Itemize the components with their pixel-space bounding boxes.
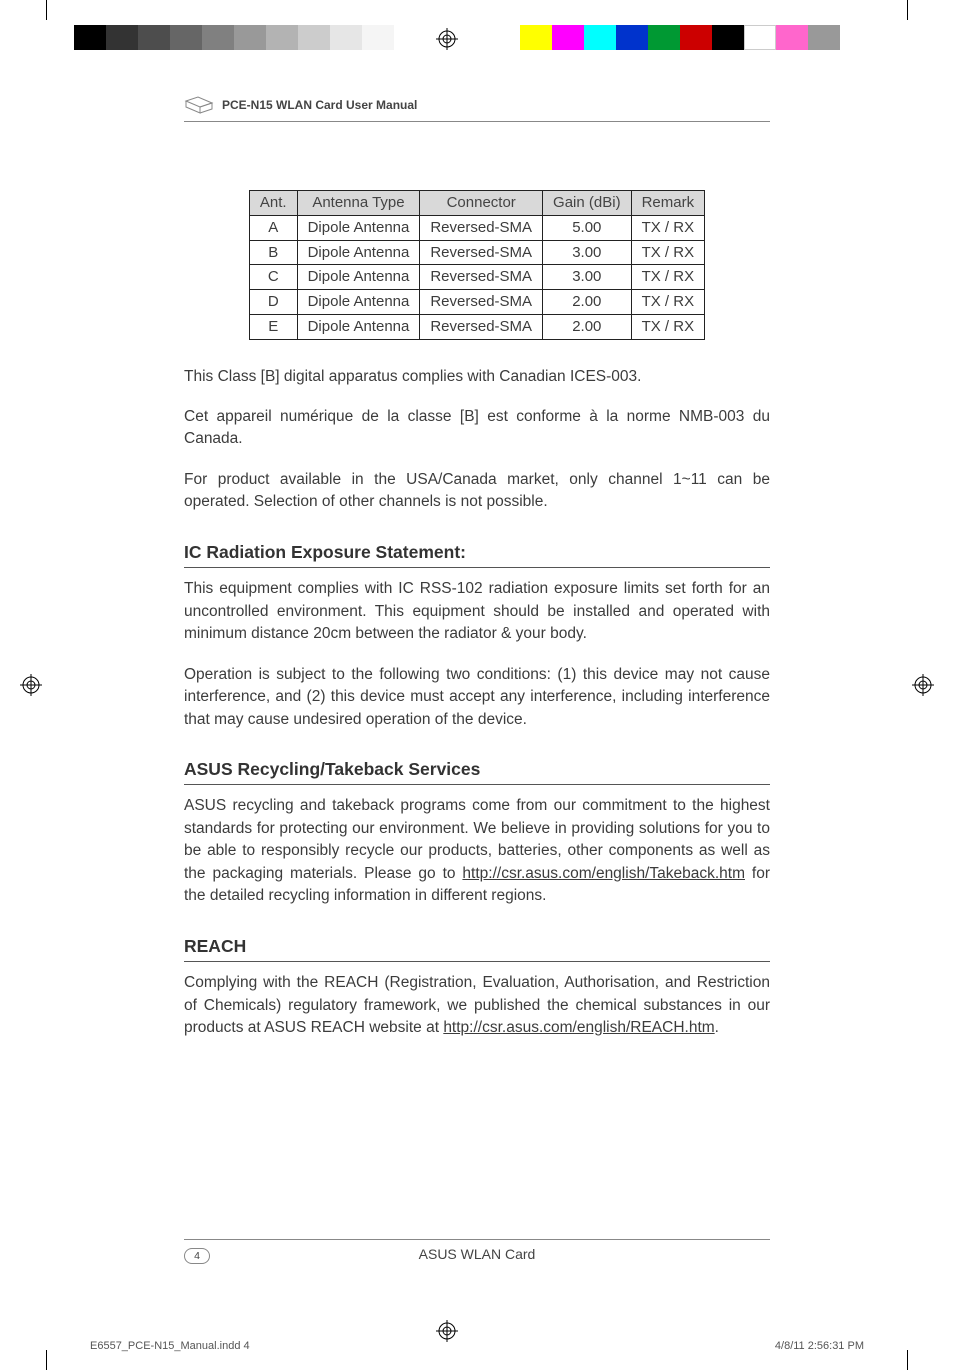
color-swatch [106,25,138,50]
table-cell: D [249,290,297,315]
para-ic-1: This equipment complies with IC RSS-102 … [184,578,770,645]
colorbar-process [520,25,840,50]
header-title: PCE-N15 WLAN Card User Manual [222,98,417,112]
table-row: DDipole AntennaReversed-SMA2.00TX / RX [249,290,704,315]
color-swatch [584,25,616,50]
para-channels: For product available in the USA/Canada … [184,469,770,514]
crop-mark [46,1350,47,1370]
registration-mark [912,674,934,696]
table-header-cell: Ant. [249,191,297,216]
table-cell: Dipole Antenna [297,215,420,240]
table-cell: Dipole Antenna [297,265,420,290]
table-cell: B [249,240,297,265]
table-cell: 2.00 [543,314,632,339]
crop-mark [46,0,47,20]
table-cell: Reversed-SMA [420,290,543,315]
table-cell: TX / RX [631,290,705,315]
registration-mark [436,1320,458,1342]
link-takeback[interactable]: http://csr.asus.com/english/Takeback.htm [462,865,745,882]
color-swatch [616,25,648,50]
table-cell: 3.00 [543,265,632,290]
colorbar-grayscale [74,25,394,50]
color-swatch [648,25,680,50]
color-swatch [234,25,266,50]
heading-reach: REACH [184,934,770,962]
color-swatch [266,25,298,50]
table-cell: Reversed-SMA [420,314,543,339]
antenna-table: Ant.Antenna TypeConnectorGain (dBi)Remar… [249,190,705,340]
color-swatch [776,25,808,50]
table-cell: TX / RX [631,265,705,290]
content-area: Ant.Antenna TypeConnectorGain (dBi)Remar… [184,190,770,1058]
color-swatch [520,25,552,50]
table-cell: Dipole Antenna [297,240,420,265]
para-reach: Complying with the REACH (Registration, … [184,972,770,1039]
table-cell: TX / RX [631,240,705,265]
crop-mark [907,1350,908,1370]
table-header-cell: Gain (dBi) [543,191,632,216]
table-cell: A [249,215,297,240]
color-swatch [744,25,776,50]
slug-filename: E6557_PCE-N15_Manual.indd 4 [90,1340,250,1352]
table-row: CDipole AntennaReversed-SMA3.00TX / RX [249,265,704,290]
table-row: EDipole AntennaReversed-SMA2.00TX / RX [249,314,704,339]
table-header-cell: Remark [631,191,705,216]
table-cell: E [249,314,297,339]
reach-text-post: . [715,1019,719,1036]
link-reach[interactable]: http://csr.asus.com/english/REACH.htm [443,1019,714,1036]
wlan-card-icon [184,95,214,115]
footer-text: ASUS WLAN Card [184,1239,770,1262]
table-row: BDipole AntennaReversed-SMA3.00TX / RX [249,240,704,265]
table-cell: TX / RX [631,314,705,339]
table-cell: C [249,265,297,290]
heading-ic: IC Radiation Exposure Statement: [184,540,770,568]
color-swatch [330,25,362,50]
color-swatch [74,25,106,50]
color-swatch [202,25,234,50]
table-header-cell: Connector [420,191,543,216]
heading-recycling: ASUS Recycling/Takeback Services [184,757,770,785]
table-cell: Reversed-SMA [420,265,543,290]
table-cell: Dipole Antenna [297,314,420,339]
registration-mark [436,28,458,50]
color-swatch [680,25,712,50]
crop-mark [907,0,908,20]
page-header: PCE-N15 WLAN Card User Manual [184,95,770,122]
table-cell: TX / RX [631,215,705,240]
color-swatch [138,25,170,50]
color-swatch [552,25,584,50]
table-cell: 5.00 [543,215,632,240]
color-swatch [808,25,840,50]
color-swatch [712,25,744,50]
page-body: PCE-N15 WLAN Card User Manual Ant.Antenn… [46,80,908,1290]
table-cell: Dipole Antenna [297,290,420,315]
table-header-cell: Antenna Type [297,191,420,216]
color-swatch [170,25,202,50]
color-swatch [362,25,394,50]
table-cell: Reversed-SMA [420,240,543,265]
table-row: ADipole AntennaReversed-SMA5.00TX / RX [249,215,704,240]
para-nmb: Cet appareil numérique de la classe [B] … [184,406,770,451]
table-cell: Reversed-SMA [420,215,543,240]
para-ices: This Class [B] digital apparatus complie… [184,366,770,388]
print-slug: E6557_PCE-N15_Manual.indd 4 4/8/11 2:56:… [90,1340,864,1352]
para-ic-2: Operation is subject to the following tw… [184,664,770,731]
table-cell: 3.00 [543,240,632,265]
registration-mark [20,674,42,696]
table-cell: 2.00 [543,290,632,315]
slug-timestamp: 4/8/11 2:56:31 PM [775,1340,864,1352]
color-swatch [298,25,330,50]
para-recycling: ASUS recycling and takeback programs com… [184,795,770,907]
